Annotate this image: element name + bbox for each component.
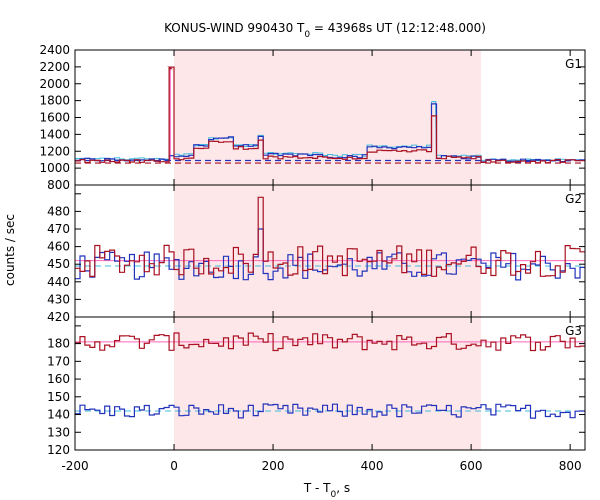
panel-G3-ytick-label: 150 [47, 390, 70, 404]
panel-G1-ytick-label: 2000 [39, 77, 70, 91]
panel-G1-ytick-label: 2400 [39, 43, 70, 57]
interval-shading [174, 50, 482, 450]
panel-G1-ytick-label: 1200 [39, 144, 70, 158]
panel-G2-ytick-label: 480 [47, 204, 70, 218]
panel-G3-label: G3 [565, 324, 582, 338]
panel-G3-ytick-label: 130 [47, 425, 70, 439]
panel-G2-series-high [75, 196, 585, 277]
panel-G1-ytick-label: 1800 [39, 94, 70, 108]
y-axis-label: counts / sec [3, 214, 17, 286]
panel-G1-ytick-label: 1000 [39, 161, 70, 175]
panel-G3-ytick-label: 140 [47, 408, 70, 422]
panel-G2-ytick-label: 440 [47, 275, 70, 289]
panel-G1-series-high [75, 66, 585, 164]
panel-G2-ytick-label: 470 [47, 222, 70, 236]
panel-G2-ytick-label: 460 [47, 240, 70, 254]
panel-G3-series-high [75, 332, 585, 352]
chart-title: KONUS-WIND 990430 T0 = 43968s UT (12:12:… [164, 21, 486, 40]
panel-G3-series-low [75, 403, 585, 419]
x-tick-label: 400 [361, 459, 384, 473]
x-tick-label: -200 [61, 459, 88, 473]
x-tick-label: 800 [559, 459, 582, 473]
x-tick-label: 0 [170, 459, 178, 473]
panel-G3-ytick-label: 120 [47, 443, 70, 457]
panel-G1-ytick-label: 800 [47, 178, 70, 192]
panel-G3-ytick-label: 170 [47, 354, 70, 368]
x-axis-label: T - T0, s [303, 481, 350, 500]
panel-G2-label: G2 [565, 192, 582, 206]
x-tick-label: 600 [460, 459, 483, 473]
panel-G1-ytick-label: 1600 [39, 111, 70, 125]
panel-G3-ytick-label: 180 [47, 337, 70, 351]
panel-G2-ytick-label: 430 [47, 292, 70, 306]
panel-G3-ytick-label: 160 [47, 372, 70, 386]
panel-G2-ytick-label: 420 [47, 310, 70, 324]
panel-G1-ytick-label: 2200 [39, 60, 70, 74]
x-tick-label: 200 [262, 459, 285, 473]
panel-G2-ytick-label: 450 [47, 257, 70, 271]
panel-G1-label: G1 [565, 57, 582, 71]
panel-G1-ytick-label: 1400 [39, 127, 70, 141]
panel-G3-frame [74, 316, 586, 451]
